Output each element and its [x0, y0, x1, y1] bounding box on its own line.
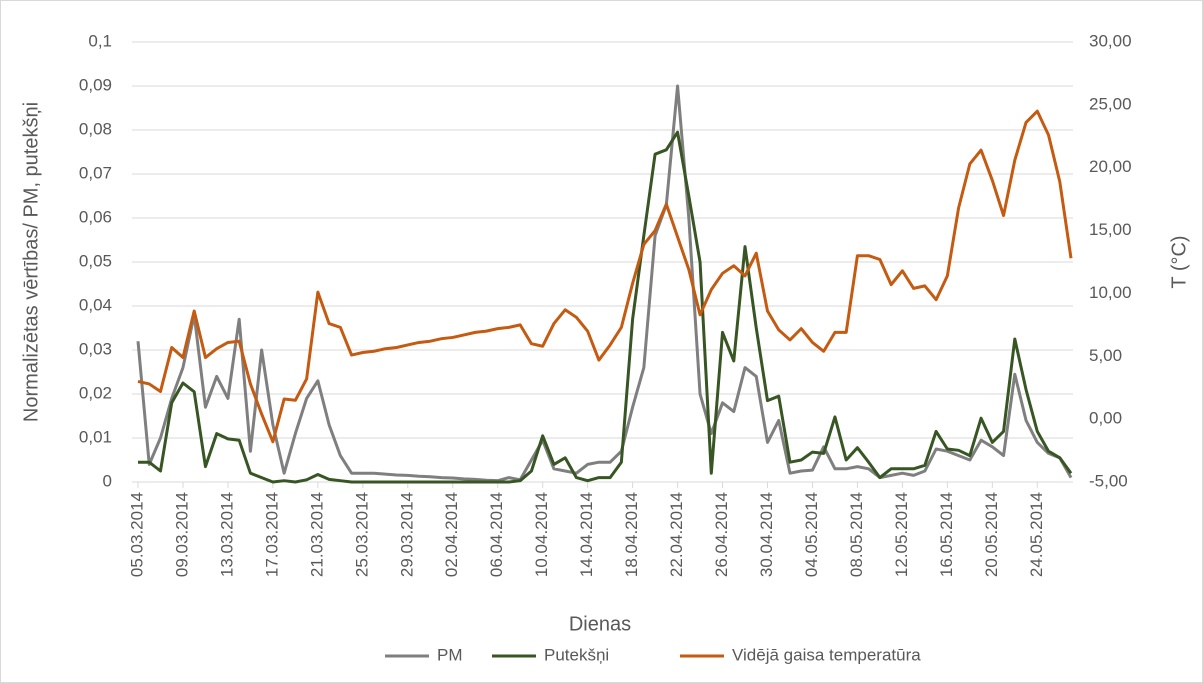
legend-label: Vidējā gaisa temperatūra — [732, 645, 921, 664]
y2-tick-label: -5,00 — [1089, 471, 1128, 490]
x-tick-label: 22.04.2014 — [667, 492, 686, 577]
x-axis-title: Dienas — [569, 613, 631, 635]
y2-axis-title: T (°C) — [1168, 235, 1190, 288]
y-axis-title: Normalizētas vērtības/ PM, putekšņi — [20, 102, 42, 422]
y-tick-label: 0,05 — [79, 251, 112, 270]
x-tick-label: 14.04.2014 — [577, 492, 596, 577]
legend-label: PM — [437, 645, 463, 664]
legend-label: Putekšņi — [544, 645, 609, 664]
x-tick-label: 04.05.2014 — [802, 492, 821, 577]
x-tick-label: 21.03.2014 — [307, 492, 326, 577]
x-tick-label: 16.05.2014 — [937, 492, 956, 577]
y2-tick-label: 20,00 — [1089, 157, 1132, 176]
x-tick-label: 29.03.2014 — [397, 492, 416, 577]
y2-tick-label: 5,00 — [1089, 346, 1122, 365]
y-tick-label: 0,07 — [79, 163, 112, 182]
y-tick-label: 0,08 — [79, 119, 112, 138]
y2-tick-label: 30,00 — [1089, 31, 1132, 50]
series-line — [136, 84, 1073, 483]
y-tick-label: 0,1 — [88, 31, 112, 50]
x-tick-label: 18.04.2014 — [622, 492, 641, 577]
series-line — [138, 130, 1073, 484]
x-tick-label: 25.03.2014 — [352, 492, 371, 577]
y-tick-label: 0,01 — [79, 427, 112, 446]
y2-tick-label: 10,00 — [1089, 283, 1132, 302]
y-tick-label: 0 — [103, 471, 112, 490]
x-tick-label: 13.03.2014 — [217, 492, 236, 577]
x-tick-label: 05.03.2014 — [127, 492, 146, 577]
y-tick-label: 0,06 — [79, 207, 112, 226]
x-tick-label: 09.03.2014 — [172, 492, 191, 577]
y-tick-label: 0,09 — [79, 75, 112, 94]
y2-tick-label: 0,00 — [1089, 409, 1122, 428]
x-tick-label: 10.04.2014 — [532, 492, 551, 577]
x-tick-label: 02.04.2014 — [442, 492, 461, 577]
x-tick-label: 08.05.2014 — [847, 492, 866, 577]
series-line — [137, 109, 1073, 444]
x-tick-label: 26.04.2014 — [712, 492, 731, 577]
x-tick-label: 30.04.2014 — [757, 492, 776, 577]
y-tick-label: 0,02 — [79, 383, 112, 402]
x-tick-label: 17.03.2014 — [262, 492, 281, 577]
x-tick-label: 24.05.2014 — [1027, 492, 1046, 577]
x-tick-label: 12.05.2014 — [892, 492, 911, 577]
y2-tick-label: 25,00 — [1089, 94, 1132, 113]
y2-tick-label: 15,00 — [1089, 220, 1132, 239]
x-tick-label: 06.04.2014 — [487, 492, 506, 577]
y-tick-label: 0,03 — [79, 339, 112, 358]
x-tick-label: 20.05.2014 — [982, 492, 1001, 577]
y-tick-label: 0,04 — [79, 295, 112, 314]
